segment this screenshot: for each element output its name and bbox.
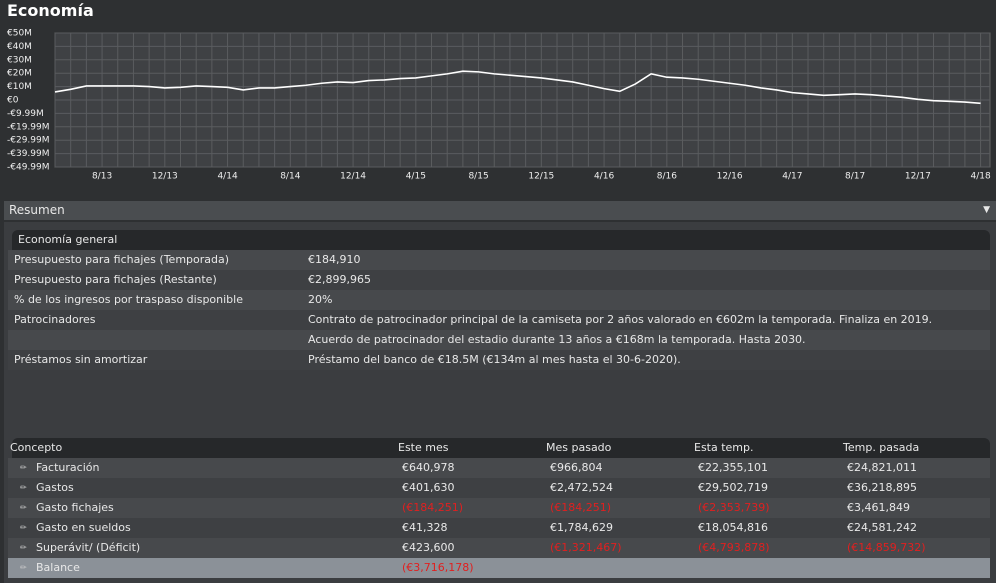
line xyxy=(54,70,981,105)
finance-cell: €24,821,011 xyxy=(847,461,917,474)
finance-cell: €423,600 xyxy=(402,541,455,554)
chart: €50M €40M €30M €20M €10M €0 -€9.99M -€19.99M -€2… xyxy=(7,29,991,182)
info-value: Contrato de patrocinador principal de la… xyxy=(308,313,933,326)
y-tick-label: €20M xyxy=(7,69,32,79)
x-tick-label: 4/14 xyxy=(217,172,237,182)
finance-cell: €29,502,719 xyxy=(698,481,768,494)
finance-cell: €41,328 xyxy=(402,521,448,534)
finance-row[interactable]: ✏ Superávit/ (Déficit) €423,600 (€1,321,467… xyxy=(8,538,990,558)
info-row: % de los ingresos por traspaso disponibl… xyxy=(8,290,990,310)
info-value: €184,910 xyxy=(308,253,361,266)
y-tick-label: -€9.99M xyxy=(7,109,44,119)
x-tick-label: 12/17 xyxy=(905,172,931,182)
finance-cell: Gasto fichajes xyxy=(36,501,114,514)
column-header[interactable]: Concepto xyxy=(10,441,63,454)
y-tick-label: €40M xyxy=(7,42,32,52)
y-tick-label: €0 xyxy=(7,96,19,106)
x-tick-label: 4/16 xyxy=(594,172,614,182)
finance-row[interactable]: ✏ Balance (€3,716,178) xyxy=(8,558,990,578)
x-tick-label: 12/16 xyxy=(717,172,743,182)
x-tick-label: 8/14 xyxy=(280,172,300,182)
finance-cell: Balance xyxy=(36,561,80,574)
y-tick-label: -€49.99M xyxy=(7,163,50,173)
finance-cell: €3,461,849 xyxy=(847,501,910,514)
finance-cell: (€2,353,739) xyxy=(698,501,770,514)
info-label: Patrocinadores xyxy=(14,313,96,326)
table-header: Economía general xyxy=(12,230,990,250)
info-value: Acuerdo de patrocinador del estadio dura… xyxy=(308,333,806,346)
y-tick-label: -€39.99M xyxy=(7,149,50,159)
info-label: Presupuesto para fichajes (Restante) xyxy=(14,273,217,286)
finance-cell: (€14,859,732) xyxy=(847,541,926,554)
finance-cell: (€3,716,178) xyxy=(402,561,474,574)
x-tick-label: 4/18 xyxy=(970,172,990,182)
info-value: €2,899,965 xyxy=(308,273,371,286)
finance-cell: €401,630 xyxy=(402,481,455,494)
finance-cell: €36,218,895 xyxy=(847,481,917,494)
y-tick-label: €10M xyxy=(7,82,32,92)
column-header[interactable]: Temp. pasada xyxy=(843,441,920,454)
finance-cell: (€184,251) xyxy=(402,501,464,514)
finance-cell: (€4,793,878) xyxy=(698,541,770,554)
collapse-arrow[interactable]: ▼ xyxy=(983,205,990,215)
info-row: Presupuesto para fichajes (Restante) €2,8… xyxy=(8,270,990,290)
page-title: Economía xyxy=(7,1,94,20)
x-tick-label: 4/15 xyxy=(406,172,426,182)
panel: Economía general Presupuesto para fichaje… xyxy=(4,222,996,583)
info-row: Acuerdo de patrocinador del estadio dura… xyxy=(8,330,990,350)
info-row: Préstamos sin amortizar Préstamo del banc… xyxy=(8,350,990,370)
row-icon: ✏ xyxy=(20,483,27,492)
finance-cell: Facturación xyxy=(36,461,100,474)
x-tick-label: 12/13 xyxy=(152,172,178,182)
row-icon: ✏ xyxy=(20,543,27,552)
x-tick-label: 12/14 xyxy=(340,172,366,182)
info-label: Presupuesto para fichajes (Temporada) xyxy=(14,253,230,266)
finance-cell: Superávit/ (Déficit) xyxy=(36,541,141,554)
row-icon: ✏ xyxy=(20,503,27,512)
finance-cell: €2,472,524 xyxy=(550,481,613,494)
info-value: Préstamo del banco de €18.5M (€134m al m… xyxy=(308,353,681,366)
info-label: % de los ingresos por traspaso disponibl… xyxy=(14,293,243,306)
x-tick-label: 4/17 xyxy=(782,172,802,182)
y-tick-label: -€19.99M xyxy=(7,122,50,132)
table-title: Economía general xyxy=(18,233,118,246)
finance-cell: Gasto en sueldos xyxy=(36,521,131,534)
finance-cell: €22,355,101 xyxy=(698,461,768,474)
finance-cell: (€1,321,467) xyxy=(550,541,622,554)
column-header[interactable]: Este mes xyxy=(398,441,449,454)
finance-cell: €24,581,242 xyxy=(847,521,917,534)
column-header[interactable]: Mes pasado xyxy=(546,441,612,454)
y-tick-label: -€29.99M xyxy=(7,136,50,146)
x-tick-label: 12/15 xyxy=(528,172,554,182)
section-bar[interactable]: Resumen ▼ xyxy=(4,201,996,220)
x-tick-label: 8/13 xyxy=(92,172,112,182)
finance-cell: €18,054,816 xyxy=(698,521,768,534)
finance-row[interactable]: ✏ Gasto fichajes (€184,251) (€184,251) (€2,3… xyxy=(8,498,990,518)
row-icon: ✏ xyxy=(20,563,27,572)
y-tick-label: €50M xyxy=(7,29,32,39)
info-label: Préstamos sin amortizar xyxy=(14,353,148,366)
finance-cell: Gastos xyxy=(36,481,74,494)
finance-cell: (€184,251) xyxy=(550,501,612,514)
section-title: Resumen xyxy=(9,203,65,217)
row-icon: ✏ xyxy=(20,463,27,472)
x-tick-label: 8/16 xyxy=(657,172,677,182)
row-icon: ✏ xyxy=(20,523,27,532)
info-value: 20% xyxy=(308,293,333,306)
finance-row[interactable]: ✏ Facturación €640,978 €966,804 €22,355,101 €… xyxy=(8,458,990,478)
x-tick-label: 8/17 xyxy=(845,172,865,182)
y-tick-label: €30M xyxy=(7,55,32,65)
info-row: Presupuesto para fichajes (Temporada) €18… xyxy=(8,250,990,270)
info-row: Patrocinadores Contrato de patrocinador p… xyxy=(8,310,990,330)
column-header[interactable]: Esta temp. xyxy=(694,441,754,454)
x-tick-label: 8/15 xyxy=(468,172,488,182)
finance-row[interactable]: ✏ Gastos €401,630 €2,472,524 €29,502,719 €36,… xyxy=(8,478,990,498)
finance-cell: €1,784,629 xyxy=(550,521,613,534)
finance-row[interactable]: ✏ Gasto en sueldos €41,328 €1,784,629 €18,05… xyxy=(8,518,990,538)
table-header: Concepto Este mes Mes pasado Esta temp. Temp… xyxy=(10,438,990,458)
finance-cell: €640,978 xyxy=(402,461,455,474)
finance-cell: €966,804 xyxy=(550,461,603,474)
